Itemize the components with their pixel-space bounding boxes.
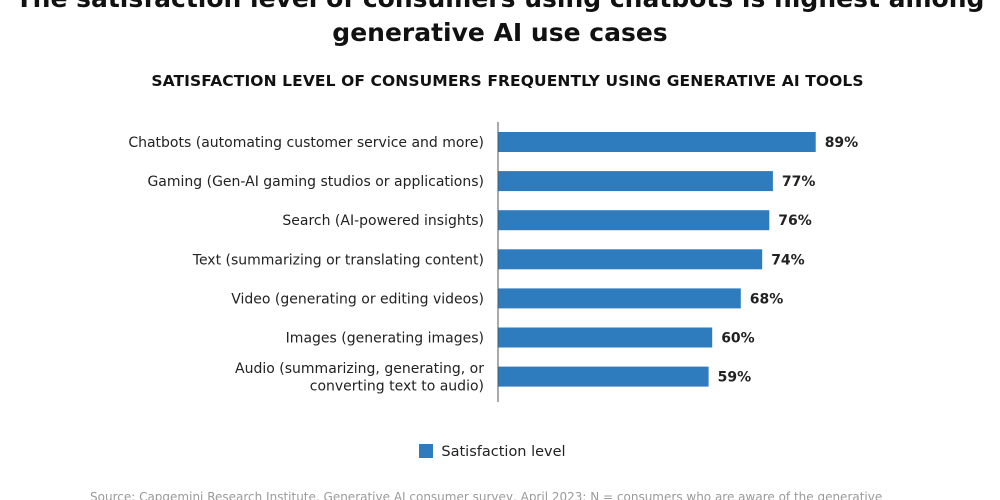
chart-title-line-2: generative AI use cases xyxy=(332,18,668,47)
bar-2 xyxy=(498,171,773,192)
category-label: Video (generating or editing videos) xyxy=(231,291,484,307)
value-label: 89% xyxy=(825,135,859,151)
value-label: 68% xyxy=(750,291,784,307)
bar-7 xyxy=(498,366,709,387)
category-label: Audio (summarizing, generating, or conver… xyxy=(235,361,484,395)
category-label: Search (AI-powered insights) xyxy=(282,213,484,229)
chart-legend: Satisfaction level xyxy=(0,444,985,460)
value-label: 77% xyxy=(782,174,816,190)
legend-label: Satisfaction level xyxy=(441,444,566,460)
bar-4 xyxy=(498,249,763,270)
bar-1 xyxy=(498,132,816,152)
chart-subtitle: SATISFACTION LEVEL OF CONSUMERS FREQUENT… xyxy=(151,72,864,90)
category-label: Images (generating images) xyxy=(286,331,484,347)
value-label: 74% xyxy=(771,252,805,268)
category-label: Gaming (Gen-AI gaming studios or applica… xyxy=(147,174,484,190)
category-label: Chatbots (automating customer service an… xyxy=(128,135,484,151)
chart-title-line-1: The satisfaction level of consumers usin… xyxy=(0,0,1000,16)
value-label: 76% xyxy=(778,213,812,229)
value-label: 59% xyxy=(718,370,752,386)
value-label: 60% xyxy=(721,331,755,347)
source-note: Source: Capgemini Research Institute, Ge… xyxy=(90,490,883,500)
bar-5 xyxy=(498,288,741,309)
bar-3 xyxy=(498,210,770,231)
bar-6 xyxy=(498,327,713,348)
legend-swatch xyxy=(419,444,434,458)
category-label: Text (summarizing or translating content… xyxy=(192,252,484,268)
